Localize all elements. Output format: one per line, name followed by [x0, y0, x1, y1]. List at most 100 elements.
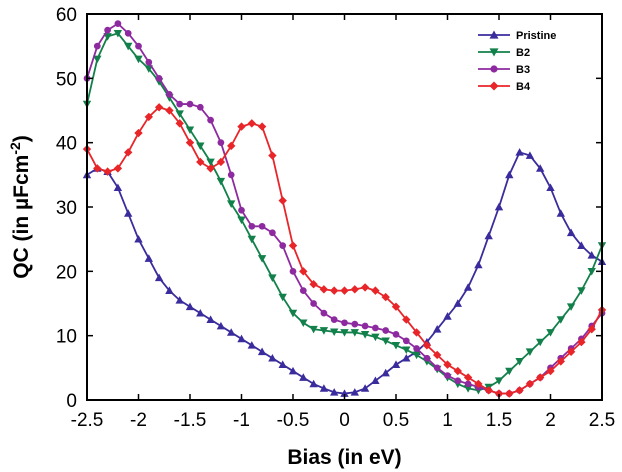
data-point-pristine — [433, 325, 442, 333]
data-point-b3 — [351, 320, 359, 328]
data-point-b4 — [412, 328, 421, 337]
y-axis-title-main: QC (in µFcm — [10, 155, 33, 279]
data-point-pristine — [278, 360, 287, 368]
data-point-pristine — [484, 231, 493, 240]
data-point-b4 — [268, 151, 277, 160]
data-point-pristine — [443, 312, 452, 320]
data-point-b2 — [360, 331, 370, 339]
data-point-b2 — [134, 55, 143, 64]
data-point-b2 — [381, 337, 390, 346]
data-point-pristine — [587, 251, 596, 259]
data-point-b2 — [257, 255, 267, 263]
data-point-b4 — [340, 286, 349, 295]
legend-marker-b4 — [489, 81, 499, 91]
legend: Pristine B2 B3 B4 — [478, 30, 556, 93]
data-point-pristine — [299, 373, 308, 381]
data-point-pristine — [525, 151, 535, 159]
data-point-b3 — [392, 331, 400, 338]
data-point-b4 — [505, 389, 514, 398]
data-point-b3 — [454, 377, 462, 385]
data-point-b4 — [463, 373, 473, 382]
data-point-b4 — [113, 164, 123, 173]
data-point-pristine — [196, 308, 205, 317]
data-point-b2 — [175, 110, 184, 118]
data-point-pristine — [474, 260, 483, 269]
data-point-b4 — [577, 337, 586, 347]
data-point-b4 — [360, 283, 370, 292]
data-point-b4 — [154, 103, 164, 112]
data-point-b3 — [166, 91, 173, 98]
data-point-b2 — [587, 267, 596, 276]
y-axis-title-sup: -2 — [7, 142, 23, 155]
data-point-b4 — [350, 285, 359, 294]
data-point-b2 — [237, 216, 246, 225]
data-point-pristine — [566, 228, 576, 237]
data-point-pristine — [257, 347, 267, 356]
data-point-b2 — [566, 303, 576, 311]
data-point-b4 — [257, 122, 267, 131]
data-point-pristine — [505, 170, 514, 179]
data-point-pristine — [340, 389, 349, 397]
data-point-b4 — [422, 341, 432, 350]
data-point-b3 — [248, 222, 256, 230]
data-point-pristine — [371, 376, 380, 385]
legend-label-pristine: Pristine — [516, 30, 556, 42]
data-point-pristine — [556, 209, 565, 217]
x-tick-label: 1.5 — [486, 410, 512, 431]
data-point-b2 — [505, 367, 514, 376]
data-point-b2 — [299, 319, 308, 327]
ticks-layer — [86, 13, 603, 401]
data-point-b3 — [341, 319, 348, 327]
x-tick-label: -0.5 — [277, 410, 310, 431]
y-tick-labels: 0 10 20 30 40 50 60 — [56, 5, 77, 412]
x-tick-label: -1 — [233, 410, 250, 431]
data-point-b2 — [536, 338, 545, 347]
data-point-pristine — [175, 296, 184, 304]
data-point-b3 — [207, 116, 214, 124]
legend-item-b3: B3 — [478, 64, 530, 76]
x-tick-label: -2.5 — [71, 410, 104, 431]
data-point-b2 — [309, 325, 318, 334]
data-point-b3 — [258, 222, 266, 230]
data-point-b2 — [391, 341, 401, 350]
data-point-b4 — [484, 386, 493, 395]
data-point-b4 — [515, 386, 524, 395]
data-point-b4 — [587, 325, 596, 334]
data-point-b2 — [206, 158, 215, 167]
data-point-pristine — [350, 388, 359, 396]
data-point-b2 — [278, 293, 287, 302]
data-point-b4 — [566, 347, 576, 356]
data-point-b4 — [546, 366, 555, 376]
x-tick-label: 0 — [339, 410, 350, 431]
data-point-pristine — [206, 315, 215, 323]
data-point-b4 — [93, 164, 102, 173]
data-point-b4 — [134, 128, 143, 138]
data-point-b4 — [227, 141, 236, 151]
data-point-b4 — [402, 315, 411, 324]
data-point-b4 — [309, 280, 318, 289]
data-point-b2 — [577, 287, 586, 295]
data-point-b4 — [144, 112, 153, 122]
data-point-b4 — [185, 138, 195, 147]
y-tick-label: 50 — [56, 69, 77, 90]
legend-label-b4: B4 — [516, 81, 531, 93]
data-point-b2 — [556, 316, 565, 324]
data-point-pristine — [494, 202, 504, 211]
data-point-b2 — [319, 327, 329, 335]
data-point-pristine — [268, 353, 277, 362]
y-tick-label: 40 — [56, 134, 77, 155]
y-tick-label: 20 — [56, 262, 77, 283]
data-point-b2 — [402, 346, 411, 355]
data-point-b4 — [494, 389, 504, 398]
data-point-b3 — [464, 380, 472, 388]
data-point-b2 — [93, 55, 102, 64]
data-point-b3 — [114, 20, 122, 28]
x-tick-label: 0.5 — [383, 410, 409, 431]
data-point-b4 — [206, 164, 215, 173]
data-point-b2 — [268, 274, 277, 282]
x-tick-label: -1.5 — [174, 410, 207, 431]
data-point-b2 — [144, 65, 153, 73]
data-point-pristine — [165, 286, 174, 294]
data-point-b3 — [423, 354, 431, 362]
